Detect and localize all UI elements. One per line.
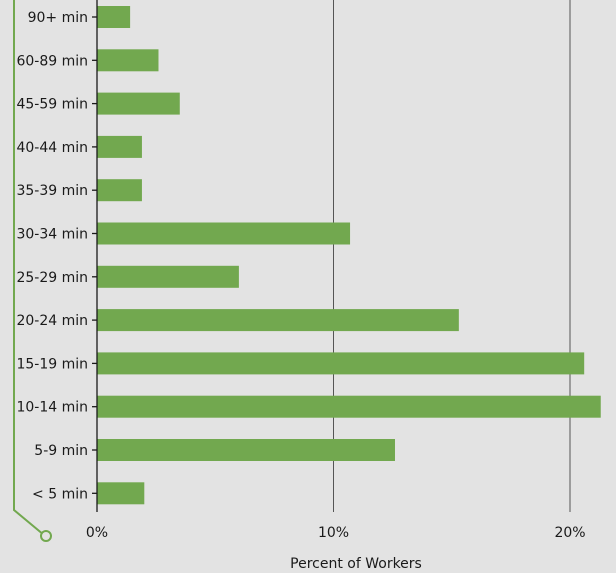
bar-90-min (97, 6, 131, 28)
bar-10-14-min (97, 395, 601, 418)
y-tick-label: 10-14 min (16, 400, 88, 416)
bar-35-39-min (97, 179, 142, 202)
y-tick-label: 40-44 min (16, 140, 88, 156)
decorative-circle-icon (40, 530, 52, 542)
bar-40-44-min (97, 135, 142, 158)
x-axis-label: Percent of Workers (290, 556, 422, 572)
y-tick-label: 25-29 min (16, 270, 88, 286)
bar-5-9-min (97, 439, 395, 461)
y-tick-label: 30-34 min (16, 227, 88, 243)
gridlines (333, 0, 571, 512)
tick-labels: 0% 10% 20% 90+ min 60-89 min 45-59 min 40-44 m… (16, 10, 585, 541)
decorative-connector-line (13, 0, 45, 536)
bar-30-34-min (97, 222, 351, 245)
bars (97, 6, 601, 505)
y-tick-label: 45-59 min (16, 97, 88, 113)
y-tick-label: 5-9 min (34, 443, 88, 459)
bar-15-19-min (97, 352, 585, 375)
y-tick-label: 90+ min (28, 10, 88, 26)
axes (92, 0, 98, 512)
bar-5-min (97, 482, 145, 505)
y-tick-label: < 5 min (32, 486, 88, 502)
bar-60-89-min (97, 49, 159, 72)
decoration (13, 0, 52, 542)
y-tick-label: 35-39 min (16, 183, 88, 199)
bar-20-24-min (97, 309, 459, 332)
x-tick-label: 10% (318, 525, 349, 541)
x-tick-label: 0% (86, 525, 108, 541)
y-tick-label: 15-19 min (16, 356, 88, 372)
y-tick-label: 20-24 min (16, 313, 88, 329)
x-tick-label: 20% (554, 525, 585, 541)
bar-45-59-min (97, 92, 180, 115)
y-tick-label: 60-89 min (16, 53, 88, 69)
bar-25-29-min (97, 265, 239, 288)
